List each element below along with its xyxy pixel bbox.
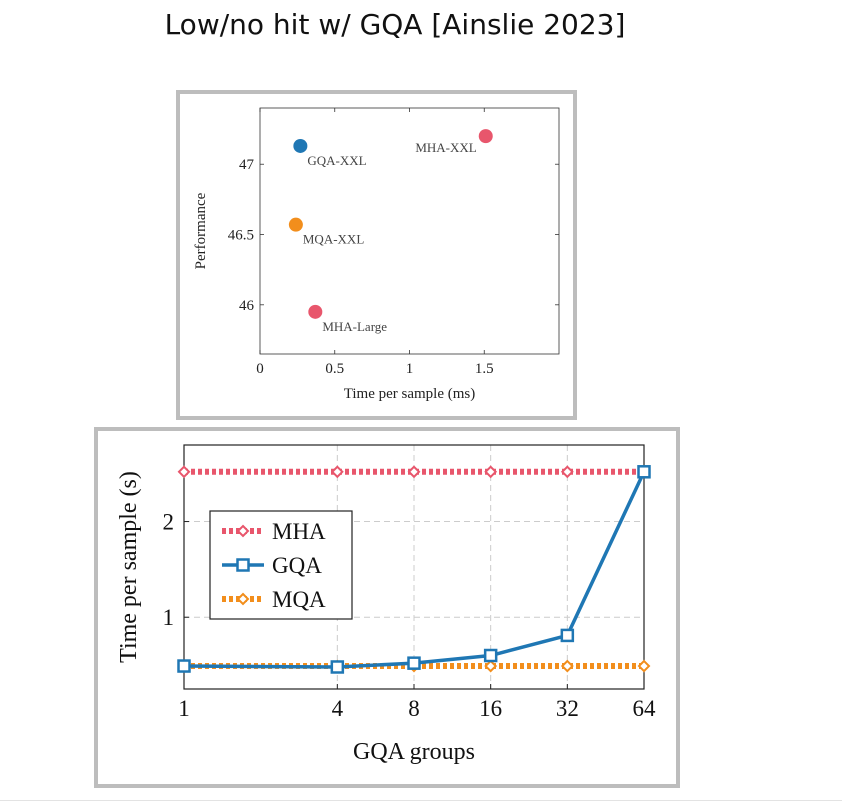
line-x-axis-label: GQA groups — [353, 739, 475, 765]
line-y-axis-label: Time per sample (s) — [116, 471, 142, 663]
mha-marker — [484, 465, 498, 479]
scatter-point-label: MHA-Large — [322, 319, 387, 334]
scatter-point — [308, 304, 323, 319]
gqa-marker — [560, 628, 575, 643]
gqa-marker — [177, 659, 191, 673]
legend-gqa-marker — [236, 558, 250, 572]
scatter-x-tick-label: 0 — [256, 361, 264, 377]
slide-title: Low/no hit w/ GQA [Ainslie 2023] — [164, 8, 626, 41]
scatter-chart: 0 0.5 1 1.5 46 46.5 47 Time per sample (ms) Perf… — [193, 107, 560, 402]
line-x-tick-label: 32 — [556, 696, 579, 721]
mha-marker — [177, 465, 191, 479]
gqa-marker — [483, 648, 498, 663]
slide-bottom-rule — [0, 800, 842, 801]
scatter-point-label: MHA-XXL — [415, 140, 476, 155]
line-y-tick-label: 2 — [163, 510, 175, 535]
legend-mha-marker — [236, 524, 250, 538]
scatter-x-tick-label: 1.5 — [475, 361, 494, 377]
gqa-series-line — [183, 471, 646, 669]
line-chart: 1 4 8 16 32 64 1 2 GQA groups Time per sample (s)… — [116, 444, 657, 765]
mqa-marker — [484, 659, 498, 673]
legend-gqa-label: GQA — [272, 553, 322, 578]
legend-mha-label: MHA — [272, 519, 326, 544]
line-x-tick-label: 1 — [178, 696, 190, 721]
scatter-point — [293, 138, 308, 153]
mqa-marker — [560, 659, 574, 673]
scatter-point — [478, 129, 493, 144]
scatter-point-label: MQA-XXL — [303, 232, 364, 247]
mqa-marker — [637, 659, 651, 673]
legend-mqa-marker — [236, 592, 250, 606]
line-x-tick-label: 16 — [479, 696, 502, 721]
legend-mqa-label: MQA — [272, 587, 326, 612]
line-x-tick-label: 64 — [633, 696, 657, 721]
scatter-x-tick-label: 1 — [406, 361, 414, 377]
mha-marker — [560, 465, 574, 479]
scatter-y-tick-label: 46 — [239, 298, 255, 314]
scatter-y-axis-label: Performance — [193, 192, 209, 269]
scatter-point-label: GQA-XXL — [307, 153, 366, 168]
scatter-chart-frame: 0 0.5 1 1.5 46 46.5 47 Time per sample (ms) Perf… — [176, 90, 577, 420]
scatter-x-tick-label: 0.5 — [325, 361, 344, 377]
scatter-y-tick-label: 46.5 — [228, 228, 254, 244]
mha-marker — [407, 465, 421, 479]
line-chart-frame: 1 4 8 16 32 64 1 2 GQA groups Time per sample (s)… — [94, 427, 680, 788]
gqa-marker — [637, 465, 651, 479]
scatter-y-tick-label: 47 — [239, 157, 255, 173]
line-x-tick-label: 4 — [332, 696, 344, 721]
scatter-x-axis-label: Time per sample (ms) — [344, 386, 476, 402]
scatter-point — [288, 217, 303, 232]
line-y-tick-label: 1 — [163, 605, 175, 630]
mha-marker — [330, 465, 344, 479]
line-x-tick-label: 8 — [408, 696, 420, 721]
gqa-marker — [407, 656, 421, 670]
gqa-marker — [330, 660, 345, 674]
